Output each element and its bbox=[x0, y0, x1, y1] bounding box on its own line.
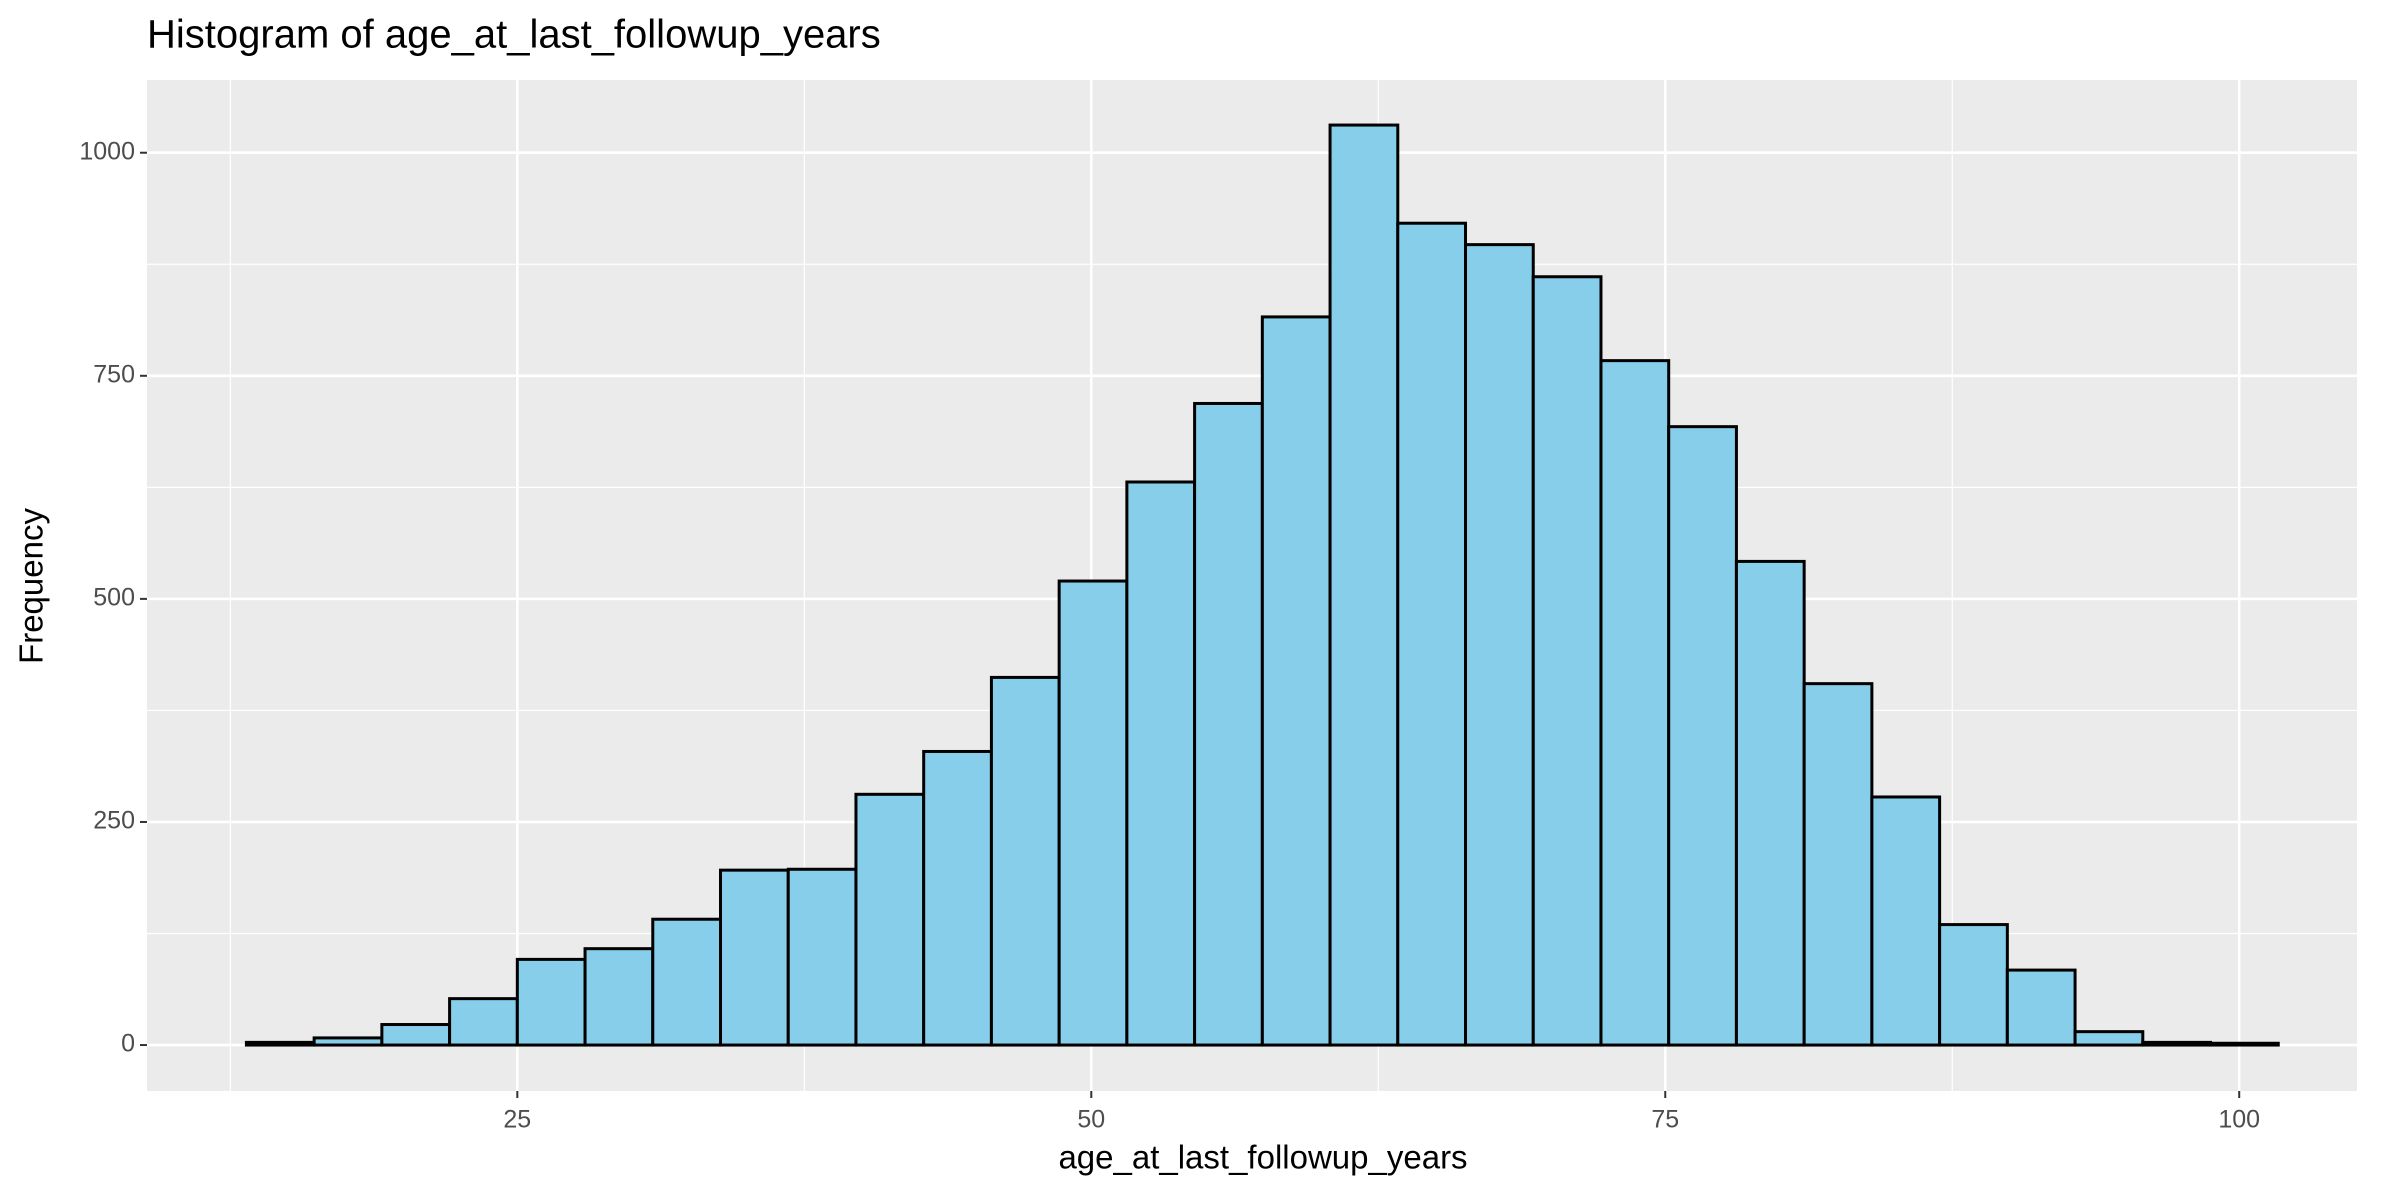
bar bbox=[1599, 359, 1671, 1047]
bar bbox=[312, 1036, 384, 1047]
bar bbox=[448, 997, 519, 1047]
bar bbox=[1396, 221, 1468, 1047]
bar bbox=[2141, 1040, 2213, 1047]
bar bbox=[1193, 401, 1264, 1047]
bar bbox=[2073, 1030, 2145, 1047]
x-tick-label: 25 bbox=[503, 1106, 531, 1134]
bar bbox=[922, 749, 993, 1047]
bar bbox=[1734, 559, 1806, 1047]
bar bbox=[1531, 275, 1603, 1047]
bar bbox=[1057, 579, 1129, 1047]
bar bbox=[1125, 480, 1197, 1047]
y-tick-label: 0 bbox=[121, 1030, 135, 1058]
y-tick-label: 1000 bbox=[79, 137, 135, 165]
bar bbox=[786, 867, 858, 1047]
bar bbox=[515, 957, 587, 1047]
x-axis-title: age_at_last_followup_years bbox=[1058, 1139, 1467, 1176]
bar bbox=[854, 792, 926, 1047]
bar bbox=[244, 1040, 316, 1047]
y-tick-label: 500 bbox=[93, 583, 135, 611]
bar bbox=[719, 868, 790, 1047]
bar bbox=[2005, 968, 2077, 1047]
bar bbox=[1667, 425, 1738, 1047]
chart-title: Histogram of age_at_last_followup_years bbox=[147, 13, 881, 57]
bar bbox=[1938, 923, 2009, 1047]
bar bbox=[989, 675, 1061, 1047]
bar bbox=[1464, 243, 1535, 1047]
bar bbox=[1328, 123, 1400, 1047]
bar bbox=[1260, 315, 1332, 1047]
bar bbox=[651, 917, 723, 1047]
bar bbox=[380, 1023, 452, 1047]
bar bbox=[2209, 1041, 2280, 1047]
bar bbox=[1802, 682, 1874, 1047]
bar bbox=[1870, 795, 1942, 1047]
x-tick-label: 50 bbox=[1077, 1106, 1105, 1134]
x-tick-label: 75 bbox=[1651, 1106, 1679, 1134]
bar bbox=[583, 947, 655, 1047]
y-tick-label: 750 bbox=[93, 360, 135, 388]
y-tick-label: 250 bbox=[93, 807, 135, 835]
y-axis-title: Frequency bbox=[13, 508, 50, 664]
x-tick-label: 100 bbox=[2218, 1106, 2260, 1134]
